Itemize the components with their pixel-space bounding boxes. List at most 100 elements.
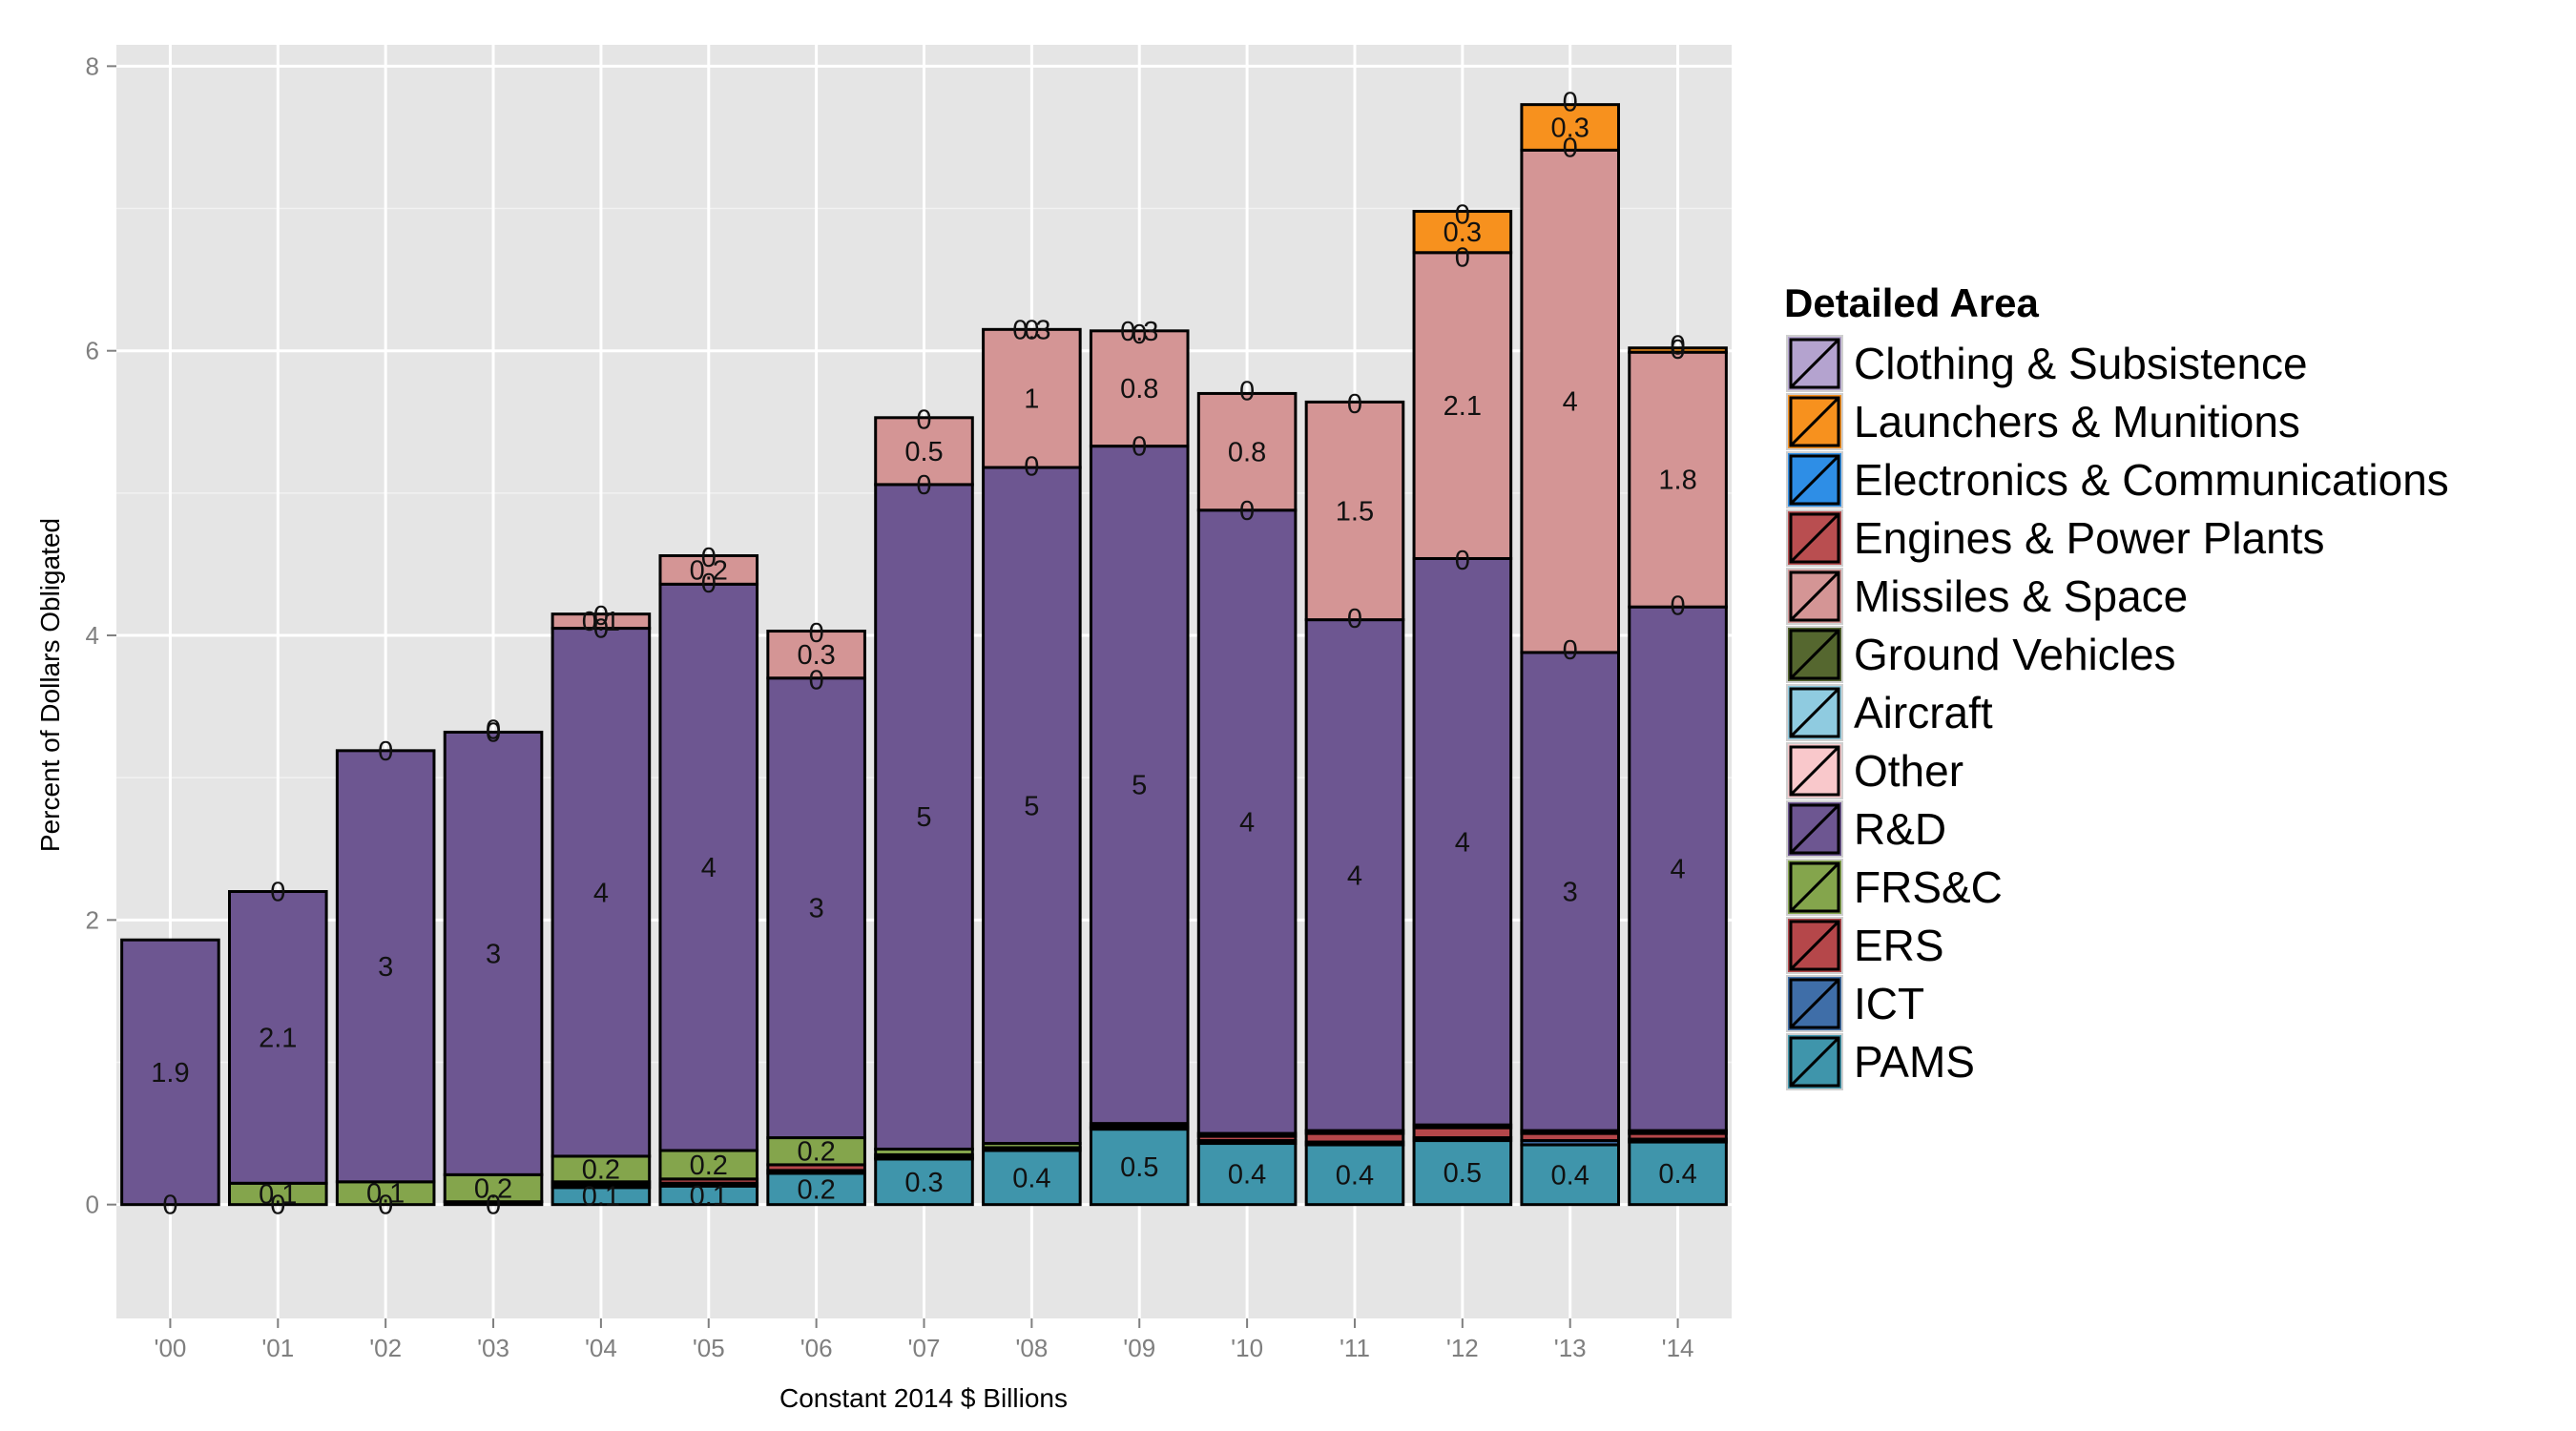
bar-segment <box>1412 251 1513 560</box>
bar-segment <box>982 466 1082 1146</box>
segment-value-label: 0.5 <box>1120 1152 1158 1183</box>
segment-value-label: 1 <box>1024 384 1039 415</box>
legend-key-slash <box>1789 978 1840 1029</box>
legend-label: Electronics & Communications <box>1854 455 2449 505</box>
segment-value-label: 0.4 <box>1551 1160 1589 1191</box>
zero-value-label: 0 <box>1132 432 1147 463</box>
zero-value-label: 0 <box>486 715 501 745</box>
zero-value-label: 0 <box>1670 591 1685 622</box>
zero-value-label: 0 <box>1670 331 1685 362</box>
segment-value-label: 0.4 <box>1658 1159 1696 1190</box>
segment-value-label: 0.1 <box>259 1179 297 1210</box>
bar-segment <box>874 1157 974 1207</box>
bar-segment <box>658 553 759 586</box>
segment-value-label: 0.3 <box>1444 218 1482 248</box>
bar-segment <box>1628 605 1728 1132</box>
segment-value-label: 1.9 <box>151 1058 189 1089</box>
x-tick-label: '14 <box>1662 1334 1694 1362</box>
segment-value-label: 4 <box>1455 827 1470 858</box>
bar-segment <box>1304 1143 1405 1207</box>
y-axis: 0 2 4 6 8 <box>86 52 116 1219</box>
zero-value-label: 0 <box>1347 389 1362 420</box>
bar-segment <box>1628 1140 1728 1207</box>
bar-segment <box>1304 400 1405 622</box>
zero-value-label: 0 <box>1347 604 1362 634</box>
zero-value-label: 0 <box>916 404 931 435</box>
zero-value-label: 0 <box>378 736 393 767</box>
zero-value-label: 0 <box>1024 452 1039 483</box>
bar-segment <box>1628 350 1728 609</box>
bar-segment <box>982 1149 1082 1207</box>
segment-value-label: 3 <box>1563 878 1578 908</box>
segment-value-label: 3 <box>486 939 501 969</box>
zero-value-label: 0 <box>1239 376 1255 406</box>
segment-value-label: 0.1 <box>690 1181 728 1212</box>
bar-segment <box>766 676 866 1140</box>
bar-segment <box>1520 148 1620 654</box>
zero-value-label: 0 <box>1563 133 1578 163</box>
segment-value-label: 1.5 <box>1336 497 1374 528</box>
legend-label: ERS <box>1854 921 1944 970</box>
bar-segment <box>1412 556 1513 1127</box>
segment-value-label: 5 <box>1024 791 1039 821</box>
zero-value-label: 0 <box>809 618 824 649</box>
legend-key-border <box>1789 512 1840 564</box>
legend-key-border <box>1789 338 1840 389</box>
zero-value-label: 0 <box>162 1191 177 1221</box>
bar-segment <box>551 612 652 631</box>
segment-value-label: 1.8 <box>1658 466 1696 496</box>
segment-value-label: 0.5 <box>1444 1158 1482 1189</box>
legend-key-slash <box>1789 629 1840 680</box>
legend-key-slash <box>1789 687 1840 738</box>
bar-segment <box>551 627 652 1158</box>
segment-value-label: 0.2 <box>582 1154 620 1185</box>
x-tick-label: '10 <box>1231 1334 1263 1362</box>
segment-value-label: 0.4 <box>1336 1160 1374 1191</box>
y-axis-title: Percent of Dollars Obligated <box>35 518 65 852</box>
x-tick-label: '02 <box>369 1334 402 1362</box>
segment-value-label: 3 <box>378 952 393 983</box>
bar-segment <box>443 1172 544 1204</box>
bar-segment <box>766 630 866 680</box>
legend-key-border <box>1789 454 1840 506</box>
bar-segment <box>1412 1126 1513 1140</box>
zero-value-label: 0 <box>1239 496 1255 527</box>
x-tick-label: '03 <box>477 1334 509 1362</box>
zero-value-label: 0 <box>270 1191 285 1221</box>
segment-value-label: 0.3 <box>1120 317 1158 347</box>
bar-segment <box>766 1172 866 1207</box>
segment-value-label: 3 <box>809 894 824 924</box>
bar-segment <box>982 327 1082 469</box>
legend-label: Ground Vehicles <box>1854 630 2176 679</box>
segment-value-label: 0.2 <box>690 555 728 586</box>
segment-value-label: 0.3 <box>1551 114 1589 144</box>
x-tick-label: '05 <box>693 1334 725 1362</box>
x-axis-title: Constant 2014 $ Billions <box>779 1383 1068 1413</box>
legend-key-border <box>1789 1036 1840 1088</box>
segment-value-label: 5 <box>916 802 931 833</box>
segment-value-label: 4 <box>1670 855 1685 885</box>
segment-value-label: 0.2 <box>797 1137 835 1168</box>
zero-value-label: 0 <box>916 470 931 501</box>
x-tick-label: '07 <box>908 1334 941 1362</box>
legend-label: Missiles & Space <box>1854 571 2188 621</box>
bars <box>120 103 1728 1207</box>
segment-value-label: 0.4 <box>1012 1163 1050 1193</box>
zero-value-label: 0 <box>1455 200 1470 231</box>
bar-segment <box>1196 391 1298 512</box>
legend-label: Aircraft <box>1854 688 1993 737</box>
segment-value-label: 0.5 <box>904 437 943 467</box>
legend-key-border <box>1789 978 1840 1029</box>
legend-key-border <box>1789 687 1840 738</box>
legend-key-border <box>1789 396 1840 447</box>
legend-key-slash <box>1789 745 1840 797</box>
segment-value-label: 0.1 <box>582 1182 620 1213</box>
y-tick-label: 6 <box>86 337 99 365</box>
segment-value-label: 4 <box>701 853 717 883</box>
legend-key-slash <box>1789 861 1840 913</box>
segment-value-label: 0.3 <box>904 1168 943 1198</box>
segment-value-label: 5 <box>1132 771 1147 801</box>
bar-segment <box>1520 651 1620 1132</box>
segment-value-label: 4 <box>1239 807 1255 838</box>
